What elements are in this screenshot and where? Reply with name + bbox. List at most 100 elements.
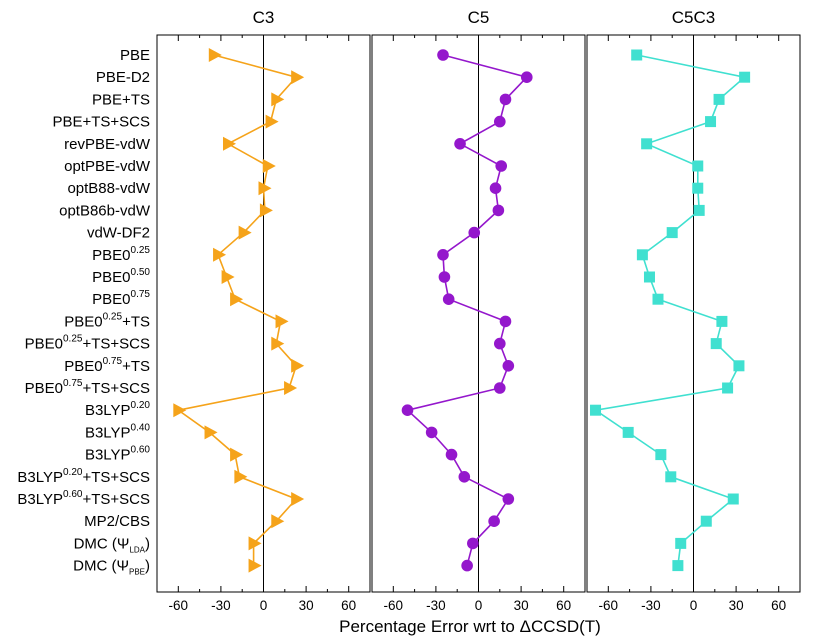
data-point [641,138,653,150]
method-label-base: B3LYP [85,402,131,419]
data-point [652,293,664,305]
data-point [173,403,187,418]
data-point [488,515,500,527]
data-point [248,536,262,551]
data-point [291,358,305,373]
data-point [445,448,458,461]
method-label-superscript: 0.75 [63,378,83,389]
method-label-base: B3LYP [85,424,131,441]
method-label: DMC (ΨPBE) [73,558,150,577]
method-label: MP2/CBS [84,513,150,530]
method-label: optB86b-vdW [59,202,151,219]
method-label: B3LYP0.60+TS+SCS [17,489,150,508]
data-point [223,136,236,151]
method-label-superscript: 0.25 [103,311,123,322]
method-label-suffix: +TS [122,358,150,375]
method-label: PBE+TS [92,91,150,108]
method-label-suffix: +TS+SCS [82,380,150,397]
x-axis-label: Percentage Error wrt to ΔCCSD(T) [339,617,601,636]
method-label-suffix: +TS+SCS [82,469,150,486]
panel-c5: C5 -60 -30 0 30 60 [371,8,586,613]
x-tick-label: -30 [641,598,661,613]
method-label-base: PBE0 [92,247,130,264]
method-label-base: PBE0 [92,269,130,286]
data-point [454,138,466,150]
panel-c3: C3 -60 -30 0 30 60 [156,8,371,613]
data-point [262,159,276,173]
data-point [494,382,506,394]
method-label-superscript: 0.50 [131,267,151,278]
method-label-superscript: 0.20 [63,467,83,478]
data-point [489,182,502,194]
data-point [259,203,273,218]
data-point [631,49,643,61]
method-label-base: PBE [120,47,150,64]
method-label-superscript: 0.25 [63,334,83,345]
x-tick-label: 60 [341,598,356,613]
data-point [234,469,248,484]
data-point [437,49,449,61]
method-label-base: PBE0 [64,358,102,375]
data-point [502,360,515,372]
x-tick-label: 0 [690,598,698,613]
x-tick-label: 0 [260,598,268,613]
method-label: PBE00.75+TS+SCS [25,378,150,397]
method-label-base: B3LYP [85,447,131,464]
data-point [230,447,244,462]
data-point [291,492,305,506]
method-label-suffix: +TS+SCS [82,491,150,508]
data-point [265,114,279,129]
method-labels: PBEPBE-D2PBE+TSPBE+TS+SCSrevPBE-vdWoptPB… [17,47,150,577]
data-point [461,559,473,572]
method-label: B3LYP0.40 [85,422,150,441]
panel-title: C3 [253,8,275,27]
data-point [636,249,648,261]
method-label-base: PBE0 [92,291,130,308]
data-point [727,493,739,505]
method-label: PBE+TS+SCS [52,114,150,131]
data-point [665,471,677,483]
x-tick-label: 0 [475,598,483,613]
data-point [716,315,728,327]
method-label-superscript: 0.25 [131,245,151,256]
data-point [438,271,451,283]
method-label-subscript: LDA [129,545,145,554]
method-label-superscript: 0.20 [131,400,151,411]
data-point [284,381,298,395]
data-point [271,92,285,107]
data-point [713,93,725,105]
data-point [492,204,505,217]
method-label: PBE00.75+TS [64,356,150,375]
data-point [425,426,438,439]
panels: C3 -60 -30 0 30 60 C5 -60 -30 0 30 60 C5C3 -60 -30 0 30 6… [156,8,801,613]
data-point [710,338,722,350]
data-point [622,426,634,438]
data-point [666,227,678,239]
method-label-base: PBE-D2 [96,69,150,86]
method-label: vdW-DF2 [87,225,150,242]
method-label-base: PBE0 [25,336,63,353]
panel-c5c3: C5C3 -60 -30 0 30 60 [586,8,801,613]
method-label-suffix: +TS [122,313,150,330]
series-line-c5 [405,54,529,566]
panel-title: C5C3 [672,8,715,27]
method-label: B3LYP0.60 [85,445,150,464]
method-label-base: PBE+TS+SCS [52,114,150,131]
series-line-c3 [176,54,298,566]
data-point [258,181,272,196]
method-label-base: PBE0 [64,313,102,330]
series-line-c5c3 [593,54,747,566]
x-tick-label: 60 [556,598,571,613]
data-point [700,515,712,527]
data-point [494,337,506,350]
data-point [291,70,305,85]
method-label: PBE00.25+TS [64,311,150,330]
x-tick-label: -60 [169,598,189,613]
data-point [230,292,244,307]
method-label: optB88-vdW [67,180,150,197]
method-label: DMC (ΨLDA) [74,535,150,554]
data-point [271,336,285,351]
data-point [204,425,218,440]
method-label-superscript: 0.40 [131,422,151,433]
